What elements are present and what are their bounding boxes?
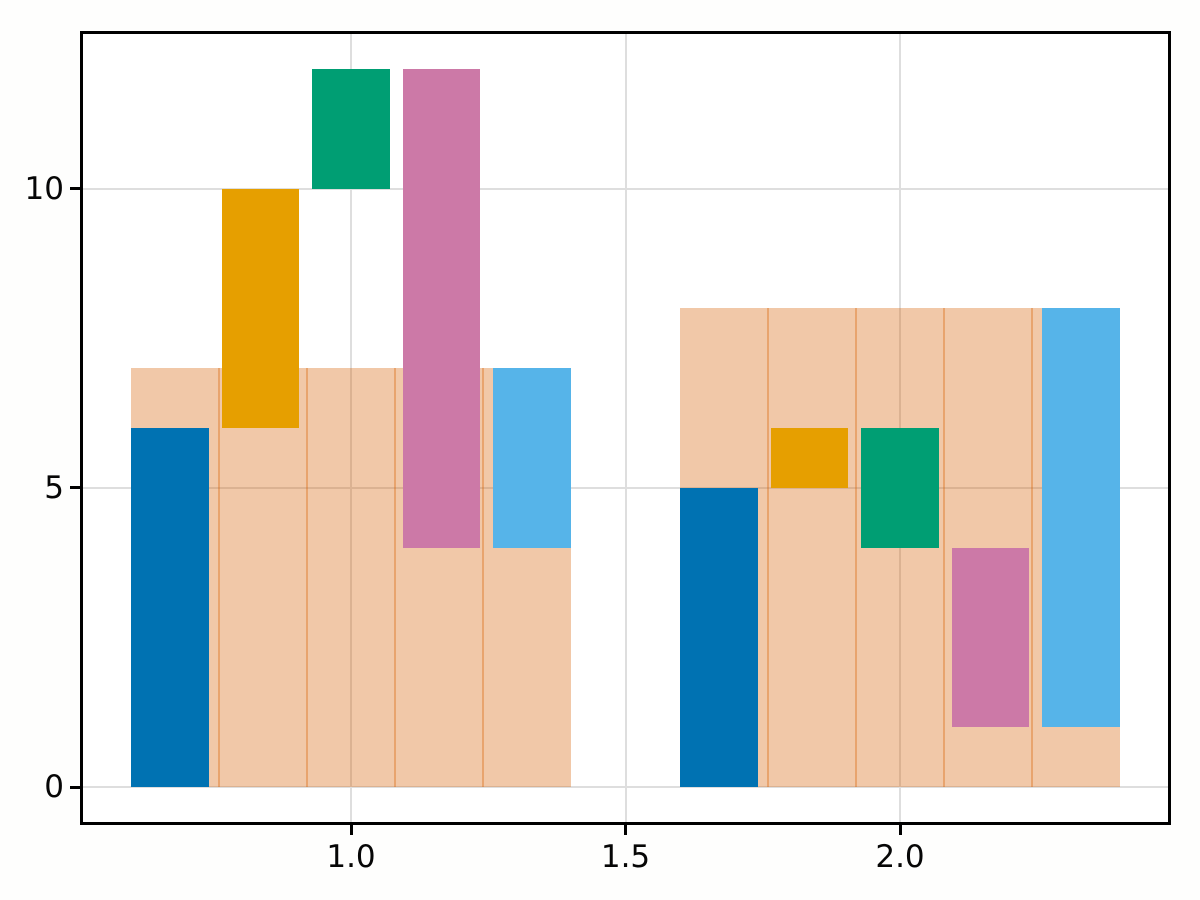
bar-blue-group1 [131,428,209,788]
bar-orange-group2 [770,428,849,488]
y-tick-label-0: 0 [44,769,64,806]
bar-skyblue-group1 [493,368,571,548]
background-bar-seam-group1-3 [393,368,396,788]
background-bar-seam-group2-2 [855,308,858,788]
y-tick-label-10: 10 [24,170,64,207]
x-tick-1.5 [624,825,627,835]
gridline-x-1 [350,33,352,823]
y-tick-label-5: 5 [44,469,64,506]
background-bar-seam-group2-4 [1030,308,1033,788]
plot-area [82,33,1169,823]
bar-purple-group2 [951,547,1030,728]
bar-green-group1 [312,68,390,189]
y-tick-10 [70,187,80,191]
x-tick-1 [349,825,353,835]
x-tick-2 [898,825,902,835]
background-bar-seam-group2-3 [942,308,945,788]
bar-skyblue-group2 [1042,308,1120,728]
background-bar-seam-group2-1 [767,308,770,788]
bar-blue-group2 [680,487,758,787]
x-tick-label-1.0: 1.0 [326,839,376,875]
y-tick-5 [70,486,80,490]
bar-green-group2 [861,428,939,548]
bars-layer [82,33,1169,823]
background-bar-seam-group1-4 [481,368,484,788]
gridline-y-0 [82,786,1169,789]
gridline-x-1.5 [624,33,627,823]
background-bar-seam-group1-1 [218,368,221,788]
y-tick-0 [70,785,80,789]
background-bar-seam-group1-2 [306,368,309,788]
gridline-y-10 [82,187,1169,190]
bar-purple-group1 [402,68,481,548]
gridline-y-5 [82,486,1169,489]
bar-orange-group1 [221,188,300,428]
x-tick-label-1.5: 1.5 [600,839,651,875]
x-tick-label-2.0: 2.0 [875,839,925,875]
